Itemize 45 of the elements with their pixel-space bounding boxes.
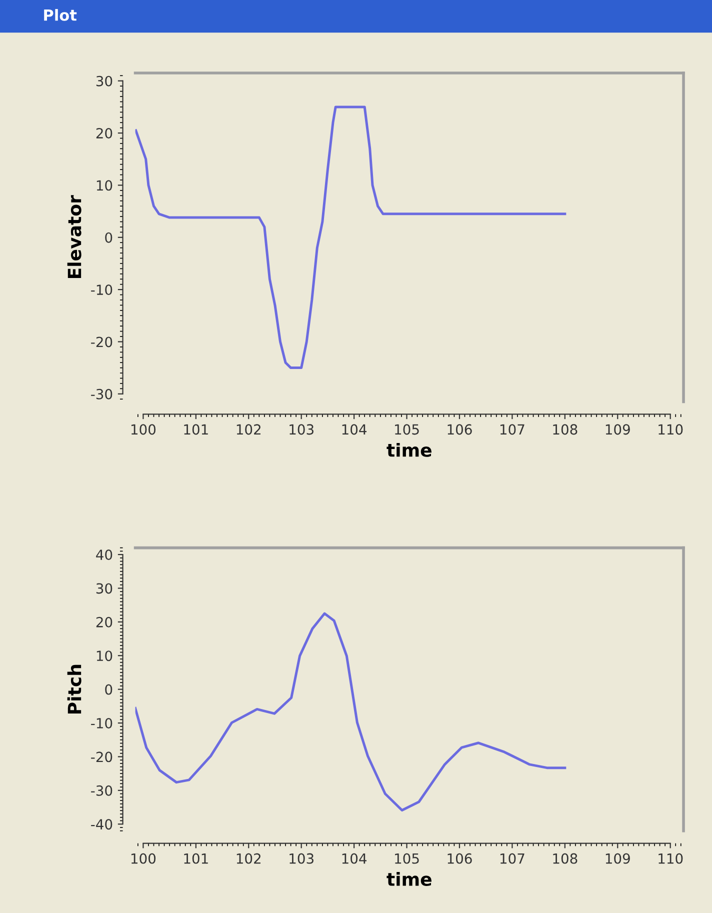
y-tick-label: 20 xyxy=(96,128,112,139)
y-tick-label: 10 xyxy=(96,180,112,191)
x-tick-label: 102 xyxy=(236,424,260,435)
x-tick-label: 105 xyxy=(395,424,419,435)
x-tick-label: 105 xyxy=(395,853,419,864)
x-tick-label: 104 xyxy=(342,424,367,435)
x-tick-label: 101 xyxy=(184,424,208,435)
y-tick-label: -20 xyxy=(91,336,112,348)
line-series xyxy=(135,612,566,812)
x-tick-label: 106 xyxy=(448,853,472,864)
x-tick-label: 102 xyxy=(236,853,260,864)
x-tick-label: 107 xyxy=(500,853,524,864)
x-tick-label: 109 xyxy=(606,424,630,435)
y-tick-label: -40 xyxy=(91,819,112,830)
y-tick-label: 20 xyxy=(96,616,112,628)
y-tick-label: 10 xyxy=(96,650,112,662)
y-tick-label: 30 xyxy=(96,583,112,594)
y-axis-title: Pitch xyxy=(67,664,82,714)
y-tick-label: 30 xyxy=(96,76,112,86)
line-series xyxy=(135,106,566,370)
x-tick-label: 103 xyxy=(290,853,314,864)
y-axis-title: Elevator xyxy=(67,195,82,278)
x-tick-label: 108 xyxy=(553,853,578,864)
x-tick-label: 107 xyxy=(500,424,524,435)
x-tick-label: 100 xyxy=(131,424,156,435)
x-axis-title: time xyxy=(386,872,432,886)
y-tick-label: -30 xyxy=(91,388,112,400)
x-tick-label: 103 xyxy=(290,424,314,435)
x-tick-label: 100 xyxy=(131,853,156,864)
x-axis-title: time xyxy=(386,442,432,457)
x-tick-label: 108 xyxy=(553,424,578,435)
x-tick-label: 104 xyxy=(342,853,367,864)
y-tick-label: -30 xyxy=(91,785,112,796)
y-tick-label: 40 xyxy=(96,550,112,560)
x-tick-label: 110 xyxy=(658,424,683,435)
y-tick-label: 0 xyxy=(105,232,112,243)
x-tick-label: 101 xyxy=(184,853,208,864)
y-tick-label: -20 xyxy=(91,752,112,762)
y-tick-label: -10 xyxy=(91,718,112,728)
x-tick-label: 109 xyxy=(606,853,630,864)
y-tick-label: 0 xyxy=(105,684,112,695)
x-tick-label: 106 xyxy=(448,424,472,435)
chart-title: Plot xyxy=(44,9,77,21)
y-tick-label: -10 xyxy=(91,284,112,296)
x-tick-label: 110 xyxy=(658,853,683,864)
